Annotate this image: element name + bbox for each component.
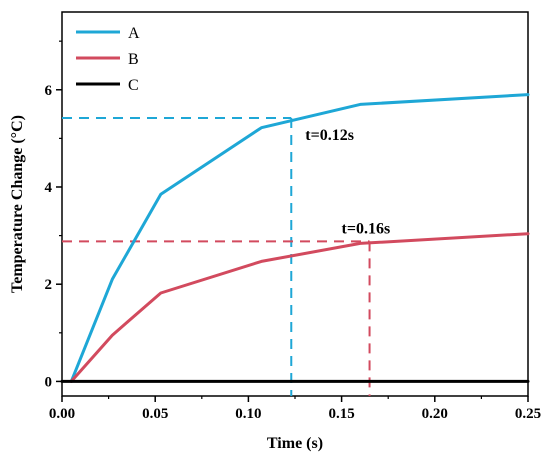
- annotation-label: t=0.16s: [342, 220, 391, 237]
- plot-frame: [61, 11, 529, 397]
- x-tick-label: 0.05: [142, 406, 168, 422]
- y-axis-title: Temperature Change (°C): [9, 115, 26, 293]
- x-tick-label: 0.25: [515, 406, 541, 422]
- legend: ABC: [76, 25, 140, 94]
- annotation-label: t=0.12s: [305, 127, 354, 144]
- legend-label-c: C: [128, 77, 139, 94]
- y-tick-label: 0: [45, 374, 53, 390]
- series-line-a: [69, 93, 530, 383]
- legend-label-b: B: [128, 51, 139, 68]
- y-tick-label: 6: [45, 83, 53, 99]
- x-tick-label: 0.00: [49, 406, 75, 422]
- y-tick-label: 4: [45, 180, 53, 196]
- x-axis-title: Time (s): [267, 435, 323, 452]
- series-line-b: [69, 232, 530, 383]
- x-tick-label: 0.15: [328, 406, 354, 422]
- x-tick-label: 0.20: [422, 406, 448, 422]
- x-tick-label: 0.10: [235, 406, 261, 422]
- legend-label-a: A: [128, 25, 140, 42]
- y-tick-label: 2: [45, 277, 53, 293]
